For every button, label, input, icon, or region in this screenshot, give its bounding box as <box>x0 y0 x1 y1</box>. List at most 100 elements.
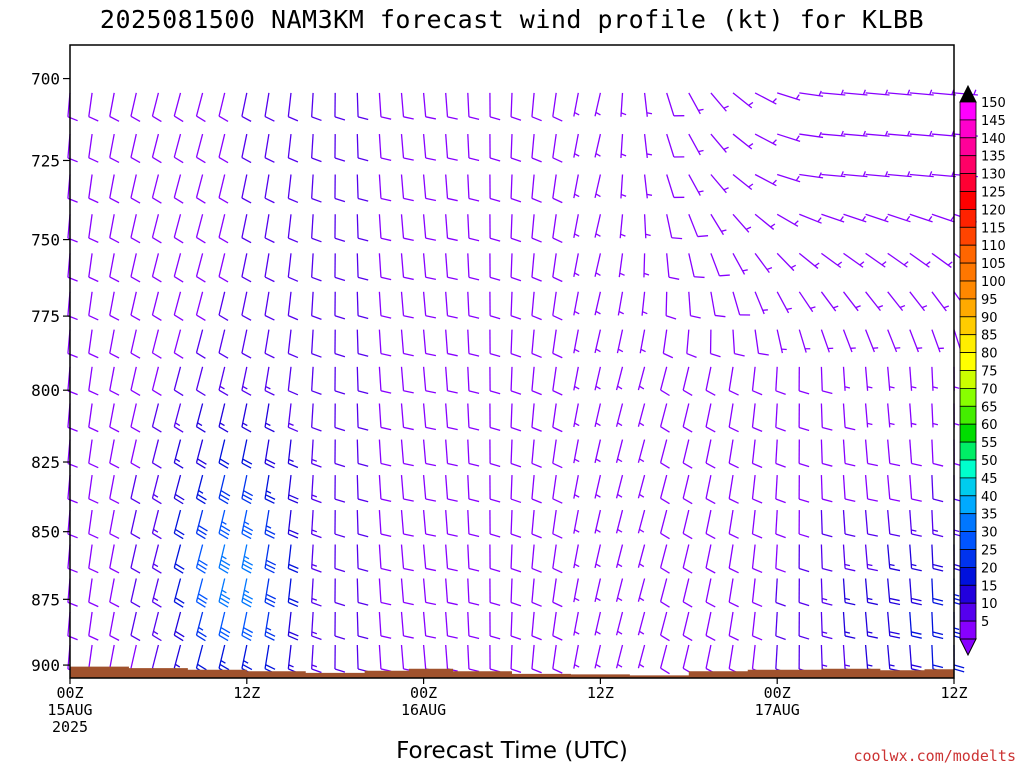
wind-barb <box>422 291 437 319</box>
barb-staff <box>109 611 115 636</box>
barb-half-flag <box>884 89 889 95</box>
barb-flag <box>334 390 346 395</box>
wind-barb <box>710 213 727 236</box>
barb-flag <box>425 635 437 639</box>
barb-half-flag <box>867 631 873 634</box>
barb-half-flag <box>640 348 646 353</box>
barb-staff <box>151 439 160 463</box>
barb-staff <box>173 366 182 391</box>
wind-barb <box>865 171 890 178</box>
wind-barb <box>467 510 480 538</box>
barb-staff <box>775 544 778 569</box>
barb-half-flag <box>620 193 627 197</box>
wind-barb <box>594 291 602 316</box>
barb-half-flag <box>953 386 960 389</box>
barb-staff <box>422 366 427 391</box>
barb-flag <box>758 352 769 356</box>
wind-barb <box>151 474 162 505</box>
barb-staff <box>887 644 891 669</box>
wind-barb <box>728 578 739 608</box>
barb-staff <box>643 133 648 158</box>
wind-barb <box>864 611 878 639</box>
barb-staff <box>287 133 292 158</box>
barb-half-flag <box>639 663 645 668</box>
barb-half-flag <box>574 529 580 533</box>
wind-barb <box>775 439 786 468</box>
wind-barb <box>909 291 928 312</box>
wind-barb <box>109 509 120 540</box>
wind-barb <box>953 403 960 428</box>
wind-barb <box>909 89 934 96</box>
barb-flag <box>196 532 206 540</box>
barb-flag <box>447 237 458 242</box>
barb-flag <box>552 352 563 359</box>
wind-barb <box>241 644 253 675</box>
wind-barb <box>378 611 392 639</box>
barb-half-flag <box>618 310 625 315</box>
wind-barb <box>552 366 563 396</box>
barb-flag <box>531 668 542 674</box>
barb-flag <box>447 390 458 394</box>
barb-half-flag <box>639 597 645 602</box>
barb-flag <box>88 390 99 396</box>
wind-barb <box>865 213 889 223</box>
wind-barb <box>710 133 729 153</box>
barb-flag <box>425 315 437 319</box>
barb-flag <box>380 315 392 319</box>
barb-half-flag <box>617 422 623 427</box>
wind-barb <box>241 544 254 574</box>
wind-barb <box>241 366 252 396</box>
barb-flag <box>489 276 501 281</box>
wind-barb <box>489 644 501 673</box>
barb-flag <box>752 390 763 396</box>
barb-flag <box>311 157 322 163</box>
barb-flag <box>196 236 206 244</box>
x-tick-label: 15AUG <box>47 701 92 719</box>
speed-colorbar: 1501451401351301251201151101051009590858… <box>959 84 1006 657</box>
barb-staff <box>311 253 314 278</box>
y-tick-label: 825 <box>31 453 60 472</box>
wind-barb <box>732 133 754 150</box>
barb-flag <box>775 462 786 468</box>
barb-flag <box>728 498 739 504</box>
barb-staff <box>751 644 756 669</box>
barb-flag <box>775 533 786 539</box>
barb-flag <box>242 494 253 501</box>
barb-staff <box>775 403 778 428</box>
colorbar-bottom-arrow <box>959 638 977 657</box>
barb-flag <box>243 593 254 600</box>
barb-staff <box>241 253 248 277</box>
wind-barb <box>88 291 99 321</box>
wind-barb <box>573 578 580 603</box>
y-tick-label: 700 <box>31 70 60 89</box>
wind-barb <box>195 214 206 244</box>
barb-flag <box>357 276 369 281</box>
colorbar-label: 90 <box>981 311 998 326</box>
barb-flag <box>734 352 745 357</box>
barb-staff <box>151 578 160 602</box>
wind-barb <box>109 544 120 574</box>
barb-flag <box>334 353 346 358</box>
barb-half-flag <box>311 458 318 462</box>
barb-staff <box>552 509 557 534</box>
wind-barb <box>356 644 369 673</box>
wind-barb <box>422 439 437 467</box>
barb-half-flag <box>617 348 624 353</box>
barb-flag <box>311 315 322 320</box>
wind-barb <box>311 611 322 641</box>
barb-staff <box>705 578 712 603</box>
barb-staff <box>931 92 956 96</box>
wind-barb <box>531 291 542 321</box>
wind-barb <box>643 253 650 278</box>
barb-flag <box>510 498 522 504</box>
wind-barb <box>931 439 944 467</box>
barb-half-flag <box>884 171 889 177</box>
wind-barb <box>445 134 458 161</box>
wind-barb <box>109 329 120 359</box>
barb-staff <box>705 544 712 569</box>
wind-barb <box>953 644 965 673</box>
barb-half-flag <box>929 130 933 137</box>
wind-barb <box>173 174 184 204</box>
wind-barb <box>378 174 392 202</box>
x-tick-label: 12Z <box>940 684 967 702</box>
